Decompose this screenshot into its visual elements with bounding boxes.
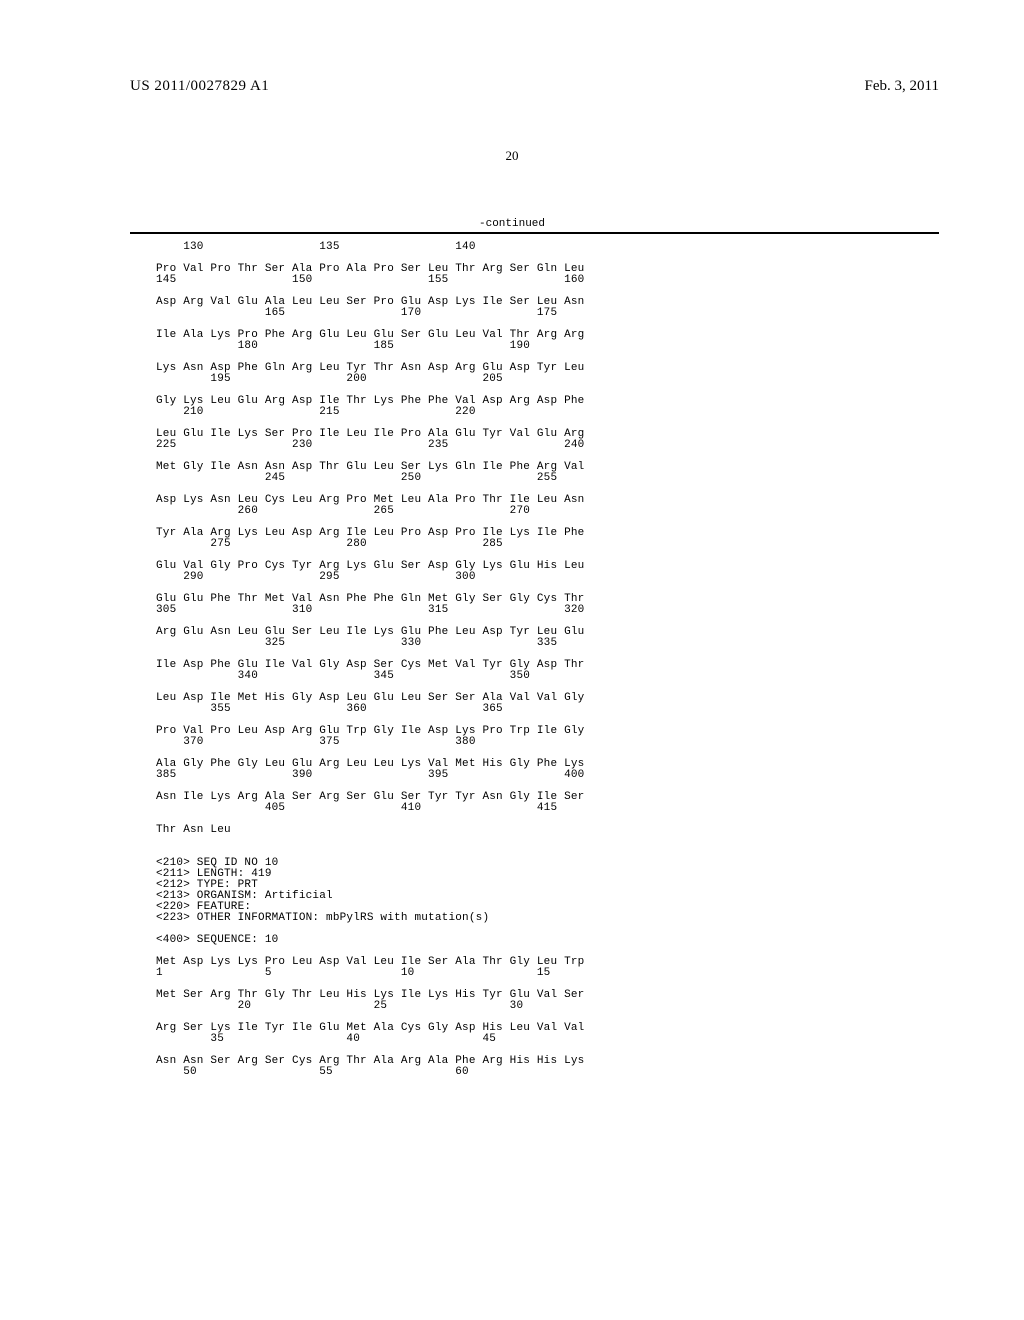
publication-id: US 2011/0027829 A1 (130, 78, 269, 95)
publication-date: Feb. 3, 2011 (865, 78, 939, 95)
horizontal-rule (130, 232, 939, 234)
sequence-listing: 130 135 140 Pro Val Pro Thr Ser Ala Pro … (156, 242, 584, 1078)
page-header: US 2011/0027829 A1 Feb. 3, 2011 (0, 78, 1024, 95)
continued-label: -continued (479, 218, 545, 230)
page-number: 20 (506, 148, 519, 164)
